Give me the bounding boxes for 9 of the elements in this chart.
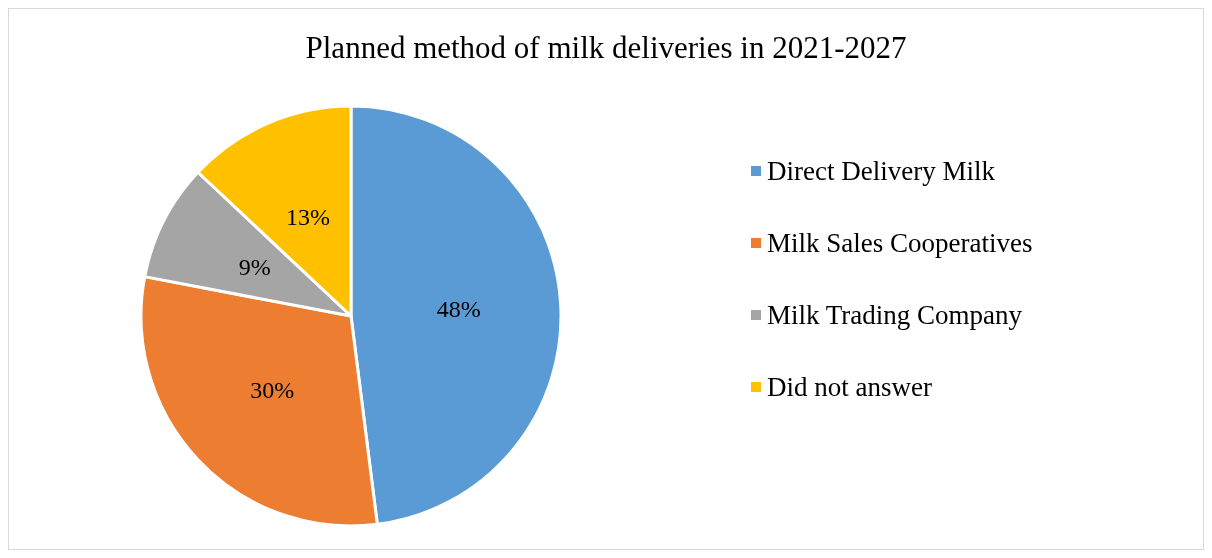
legend-label: Milk Trading Company <box>767 300 1023 330</box>
data-label: 13% <box>286 203 331 230</box>
legend-label: Did not answer <box>767 372 932 402</box>
data-label: 30% <box>250 376 295 403</box>
data-label: 9% <box>238 253 271 280</box>
chart-title: Planned method of milk deliveries in 2021-2027 <box>305 30 907 65</box>
legend-label: Milk Sales Cooperatives <box>767 228 1033 258</box>
data-label: 48% <box>436 296 481 323</box>
legend-label: Direct Delivery Milk <box>767 156 996 186</box>
